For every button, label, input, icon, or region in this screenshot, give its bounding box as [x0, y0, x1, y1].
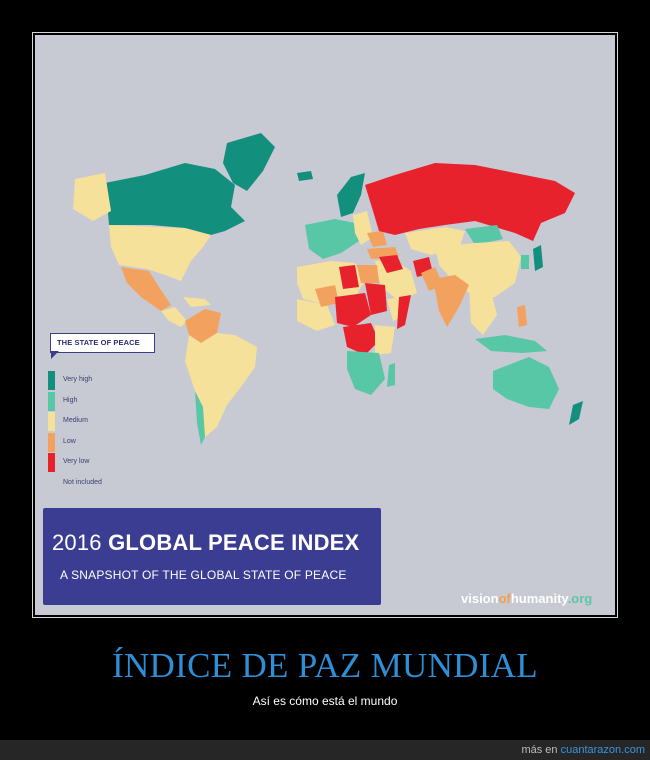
legend-label: Very low: [63, 458, 90, 466]
region-sudan: [365, 283, 387, 315]
region-australia: [493, 357, 559, 409]
region-western-europe: [305, 219, 359, 259]
region-mongolia: [465, 225, 503, 245]
brand-part-humanity: humanity: [510, 591, 568, 606]
region-eastern-europe: [353, 211, 373, 245]
region-iceland: [297, 171, 313, 181]
region-alaska: [73, 173, 111, 221]
map-panel: THE STATE OF PEACE Very high High Medium…: [35, 35, 615, 615]
region-philippines: [517, 305, 527, 327]
title-text: GLOBAL PEACE INDEX: [108, 530, 360, 555]
legend-label: Low: [63, 437, 76, 445]
brand-part-org: .org: [567, 591, 593, 606]
region-mexico: [121, 267, 171, 311]
map-title: 2016 GLOBAL PEACE INDEX: [52, 530, 359, 556]
legend-swatch: [48, 412, 55, 432]
footer-bar: más en cuantarazon.com: [0, 740, 650, 760]
region-syria-iraq: [379, 255, 403, 273]
legend-swatch: [48, 371, 55, 390]
legend-label: Medium: [63, 417, 88, 425]
title-box: 2016 GLOBAL PEACE INDEX A SNAPSHOT OF TH…: [43, 508, 381, 605]
region-mali: [315, 285, 339, 307]
region-scandinavia: [337, 173, 365, 217]
legend-label: Not included: [63, 478, 102, 486]
page-headline: ÍNDICE DE PAZ MUNDIAL: [112, 646, 538, 685]
brand-logo: visionofhumanity.org: [461, 591, 592, 606]
region-central-africa: [343, 323, 379, 355]
region-korea: [521, 255, 529, 269]
region-caribbean: [183, 297, 211, 307]
region-somalia: [397, 295, 411, 329]
region-india: [433, 275, 469, 327]
region-central-band: [335, 293, 371, 327]
region-east-africa: [375, 325, 395, 355]
region-west-africa: [297, 299, 335, 331]
legend-swatch: [48, 391, 55, 411]
brand-part-vision: vision: [461, 591, 499, 606]
region-central-america: [161, 307, 187, 327]
region-egypt: [357, 265, 379, 283]
region-new-zealand: [569, 401, 583, 425]
region-russia: [365, 163, 575, 241]
image-frame: [32, 32, 618, 618]
region-southeast-asia: [469, 287, 497, 335]
legend-label: Very high: [63, 376, 93, 383]
region-south-america: [185, 333, 257, 437]
footer-prefix: más en: [521, 744, 558, 756]
legend-swatch: [48, 432, 55, 452]
region-colombia: [185, 309, 221, 343]
region-indonesia: [475, 335, 547, 353]
title-year: 2016: [52, 530, 102, 555]
legend-swatch: [48, 453, 55, 473]
region-chile: [195, 391, 205, 445]
legend-title-pointer: [51, 351, 59, 359]
legend-title: THE STATE OF PEACE: [50, 333, 155, 353]
region-libya: [339, 265, 359, 289]
region-canada: [105, 163, 245, 235]
world-map: [73, 133, 583, 445]
page-subline: Así es cómo está el mundo: [252, 694, 398, 708]
footer-link[interactable]: cuantarazon.com: [560, 744, 645, 756]
region-ukraine: [367, 231, 387, 247]
footer-text: más en cuantarazon.com: [521, 744, 645, 756]
region-japan: [533, 245, 543, 271]
map-subtitle: A SNAPSHOT OF THE GLOBAL STATE OF PEACE: [60, 568, 347, 582]
region-southern-africa: [347, 351, 385, 395]
region-greenland: [223, 133, 275, 191]
brand-part-of: of: [498, 591, 511, 606]
region-usa: [109, 225, 211, 281]
legend-label: High: [63, 396, 78, 404]
legend-swatch: [48, 473, 55, 493]
region-madagascar: [387, 363, 395, 387]
